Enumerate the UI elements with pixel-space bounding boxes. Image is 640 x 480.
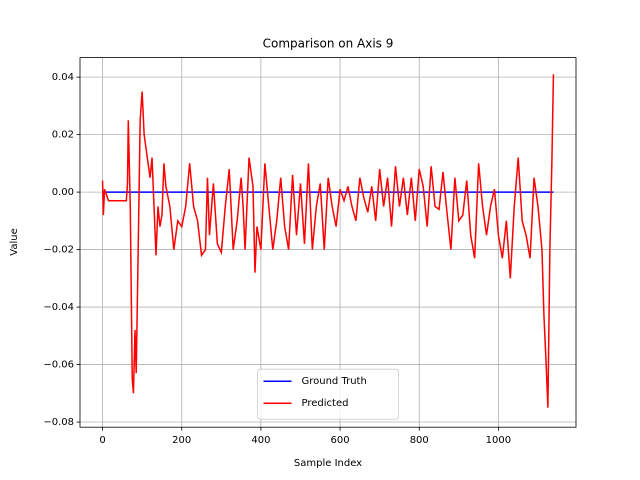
series-line xyxy=(101,74,555,408)
y-tick-label: 0.00 xyxy=(52,187,74,198)
chart-title: Comparison on Axis 9 xyxy=(263,37,394,51)
legend-label: Ground Truth xyxy=(302,376,367,387)
x-tick-label: 800 xyxy=(410,435,429,446)
plot-frame xyxy=(79,57,577,428)
y-tick-label: −0.08 xyxy=(43,417,74,428)
x-tick-label: 1000 xyxy=(486,435,511,446)
y-axis-label: Value xyxy=(9,228,20,255)
y-tick-label: −0.06 xyxy=(43,360,74,371)
x-axis-label: Sample Index xyxy=(294,458,362,469)
legend-label: Predicted xyxy=(302,398,349,409)
x-tick-label: 200 xyxy=(172,435,191,446)
y-tick-label: 0.02 xyxy=(52,130,74,141)
x-tick-label: 400 xyxy=(251,435,270,446)
y-tick-label: −0.02 xyxy=(43,245,74,256)
x-tick-label: 600 xyxy=(331,435,350,446)
legend-box xyxy=(257,368,399,420)
y-tick-label: −0.04 xyxy=(43,302,74,313)
y-tick-label: 0.04 xyxy=(52,72,74,83)
x-tick-label: 0 xyxy=(99,435,105,446)
